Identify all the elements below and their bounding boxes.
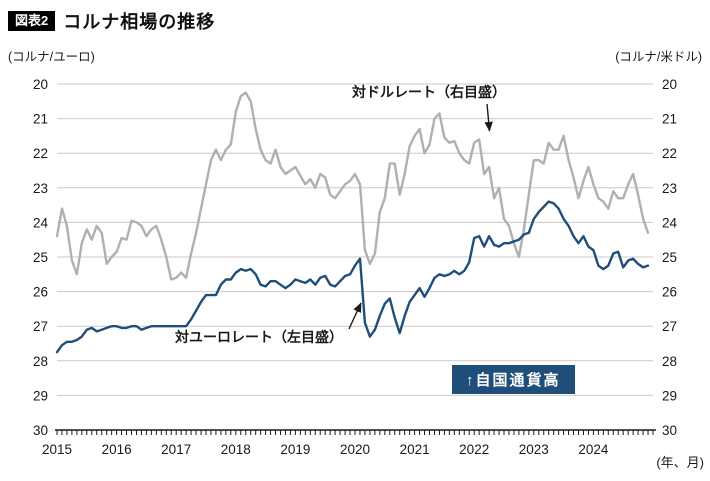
y-axis-label-right: 21 bbox=[662, 112, 677, 127]
x-axis-label: 2022 bbox=[459, 442, 489, 457]
x-axis-label: 2023 bbox=[519, 442, 549, 457]
y-axis-label-right: 20 bbox=[662, 77, 677, 92]
y-axis-label-left: 20 bbox=[33, 77, 48, 92]
y-axis-label-right: 23 bbox=[662, 181, 677, 196]
figure-header: 図表2 コルナ相場の推移 bbox=[8, 8, 215, 34]
x-axis-label: 2015 bbox=[42, 442, 72, 457]
y-axis-label-left: 26 bbox=[33, 285, 48, 300]
left-axis-unit-label: (コルナ/ユーロ) bbox=[8, 50, 95, 64]
y-axis-label-left: 30 bbox=[33, 423, 48, 438]
eur-rate-line bbox=[55, 200, 650, 354]
eur-annotation-arrow bbox=[348, 302, 362, 330]
y-axis-label-right: 29 bbox=[662, 388, 677, 403]
y-axis-label-right: 30 bbox=[662, 423, 677, 438]
y-axis-label-right: 26 bbox=[662, 285, 677, 300]
y-axis-label-right: 24 bbox=[662, 215, 678, 230]
y-axis-label-right: 28 bbox=[662, 354, 677, 369]
usd-rate-annotation: 対ドルレート（右目盛） bbox=[352, 84, 506, 100]
x-axis-unit-label: (年、月) bbox=[656, 455, 704, 470]
y-axis-label-left: 23 bbox=[33, 181, 48, 196]
figure-number-tag: 図表2 bbox=[8, 10, 56, 32]
y-axis-label-left: 25 bbox=[33, 250, 48, 265]
usd-rate-line bbox=[55, 91, 650, 281]
y-axis-label-right: 27 bbox=[662, 319, 677, 334]
y-axis-label-left: 27 bbox=[33, 319, 48, 334]
x-axis-label: 2016 bbox=[102, 442, 132, 457]
x-axis-label: 2021 bbox=[400, 442, 430, 457]
y-axis-label-left: 28 bbox=[33, 354, 48, 369]
x-axis-label: 2019 bbox=[280, 442, 310, 457]
y-axis-label-left: 22 bbox=[33, 146, 48, 161]
y-axis-label-right: 25 bbox=[662, 250, 677, 265]
usd-annotation-arrow bbox=[484, 103, 493, 132]
x-axis-label: 2020 bbox=[340, 442, 370, 457]
x-axis-label: 2018 bbox=[221, 442, 251, 457]
page-title: コルナ相場の推移 bbox=[63, 12, 216, 32]
eur-rate-annotation: 対ユーロレート（左目盛） bbox=[175, 329, 343, 345]
currency-strength-badge: ↑自国通貨高 bbox=[452, 365, 575, 394]
y-axis-label-right: 22 bbox=[662, 146, 677, 161]
x-axis-label: 2024 bbox=[578, 442, 609, 457]
y-axis-label-left: 29 bbox=[33, 388, 48, 403]
right-axis-unit-label: (コルナ/米ドル) bbox=[615, 50, 702, 64]
y-axis-label-left: 21 bbox=[33, 112, 48, 127]
x-axis-label: 2017 bbox=[161, 442, 191, 457]
y-axis-label-left: 24 bbox=[33, 215, 49, 230]
